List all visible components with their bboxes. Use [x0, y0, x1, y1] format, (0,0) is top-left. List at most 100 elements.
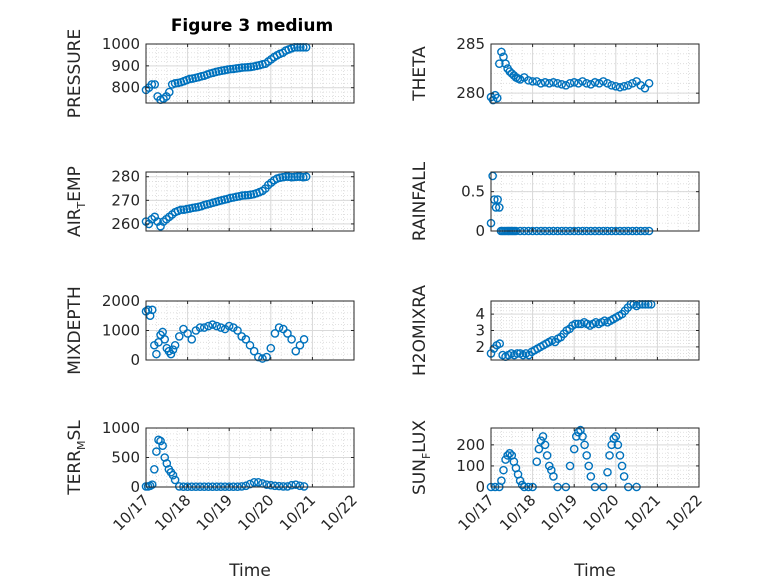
data-point	[156, 436, 165, 446]
y-tick-label: 200	[456, 436, 485, 454]
data-point	[619, 472, 629, 481]
data-point	[605, 451, 614, 460]
data-point	[231, 64, 241, 73]
data-point	[226, 64, 235, 74]
data-point	[176, 205, 186, 215]
y-axis-label: MIXDEPTH	[65, 286, 85, 375]
data-point	[183, 329, 192, 338]
data-point	[274, 481, 284, 491]
axes-box	[490, 427, 700, 488]
data-point	[166, 349, 176, 359]
data-point	[185, 74, 194, 84]
data-point	[538, 432, 548, 441]
data-point	[299, 482, 309, 491]
data-point	[628, 79, 637, 88]
y-tick-label: 800	[111, 79, 140, 97]
y-tick-label: 900	[111, 57, 140, 75]
data-point	[266, 343, 276, 353]
data-point	[295, 481, 305, 491]
data-point	[640, 83, 650, 93]
subplot-6: 234 H2OMIXRA	[410, 285, 700, 376]
subplot-2: 280 285 THETA	[410, 35, 700, 105]
data-point	[287, 480, 296, 490]
y-axis-label: SUNFLUX	[410, 420, 433, 495]
data-point	[299, 335, 309, 344]
data-point	[495, 59, 504, 68]
data-point	[574, 79, 583, 88]
subplot-1: 800 900 1000 PRESSURE	[65, 29, 355, 118]
data-point	[266, 480, 276, 490]
data-point	[262, 480, 271, 489]
data-point	[254, 477, 263, 487]
data-point	[571, 432, 581, 441]
data-point	[240, 191, 250, 200]
data-point	[578, 77, 587, 86]
y-axis-label: PRESSURE	[65, 29, 85, 118]
data-point	[208, 320, 217, 329]
data-point	[174, 482, 184, 491]
data-point	[170, 79, 180, 88]
data-point	[580, 440, 589, 450]
data-point	[582, 451, 591, 460]
data-point	[540, 440, 550, 450]
data-point	[158, 441, 167, 451]
axes-box	[490, 171, 700, 232]
data-point	[532, 457, 542, 467]
data-point	[212, 321, 222, 331]
data-point	[501, 455, 510, 464]
data-point	[150, 464, 159, 474]
x-axis-label: Time	[228, 561, 271, 581]
data-point	[168, 345, 178, 354]
subplot-4: 0 0.5 RAINFALL	[410, 161, 700, 241]
data-point	[571, 319, 580, 329]
data-point	[544, 79, 554, 88]
data-point	[488, 95, 498, 105]
data-point	[491, 203, 501, 212]
y-tick-label: 260	[111, 215, 140, 233]
data-point	[515, 75, 525, 84]
data-point	[291, 346, 301, 356]
axes-box	[145, 171, 355, 232]
data-point	[528, 77, 537, 86]
data-point	[540, 78, 550, 87]
data-point	[174, 332, 184, 341]
data-point	[553, 79, 562, 88]
data-point	[501, 59, 510, 68]
data-point	[578, 432, 587, 441]
y-tick-label: 0	[475, 478, 485, 496]
data-point	[603, 79, 612, 88]
data-point	[536, 79, 546, 88]
y-axis-label: TERRMSL	[65, 420, 88, 496]
data-point	[607, 81, 616, 90]
data-point	[291, 480, 301, 489]
y-tick-label: 280	[111, 168, 140, 186]
data-point	[278, 482, 288, 491]
data-point	[249, 477, 259, 487]
y-axis-label: RAINFALL	[410, 161, 430, 241]
data-point	[241, 335, 251, 344]
data-point	[258, 354, 267, 363]
data-point	[586, 472, 596, 481]
data-point	[295, 340, 305, 350]
data-point	[241, 481, 251, 491]
figure-title: Figure 3 medium	[171, 16, 333, 36]
data-point	[565, 461, 575, 471]
y-tick-label: 1000	[102, 35, 140, 53]
data-point	[243, 62, 253, 72]
data-point	[245, 340, 255, 350]
data-point	[615, 82, 625, 92]
data-point	[594, 79, 604, 88]
data-point	[283, 329, 292, 338]
data-point	[237, 191, 247, 200]
data-point	[623, 81, 633, 90]
subplot-5: 0 1000 2000 MIXDEPTH	[65, 286, 355, 375]
y-tick-label: 2	[475, 338, 485, 356]
data-point	[168, 470, 178, 480]
data-point	[544, 461, 554, 471]
data-point	[503, 451, 512, 460]
data-point	[617, 461, 627, 471]
data-point	[152, 349, 161, 359]
data-point	[287, 335, 296, 344]
data-point	[262, 352, 271, 362]
